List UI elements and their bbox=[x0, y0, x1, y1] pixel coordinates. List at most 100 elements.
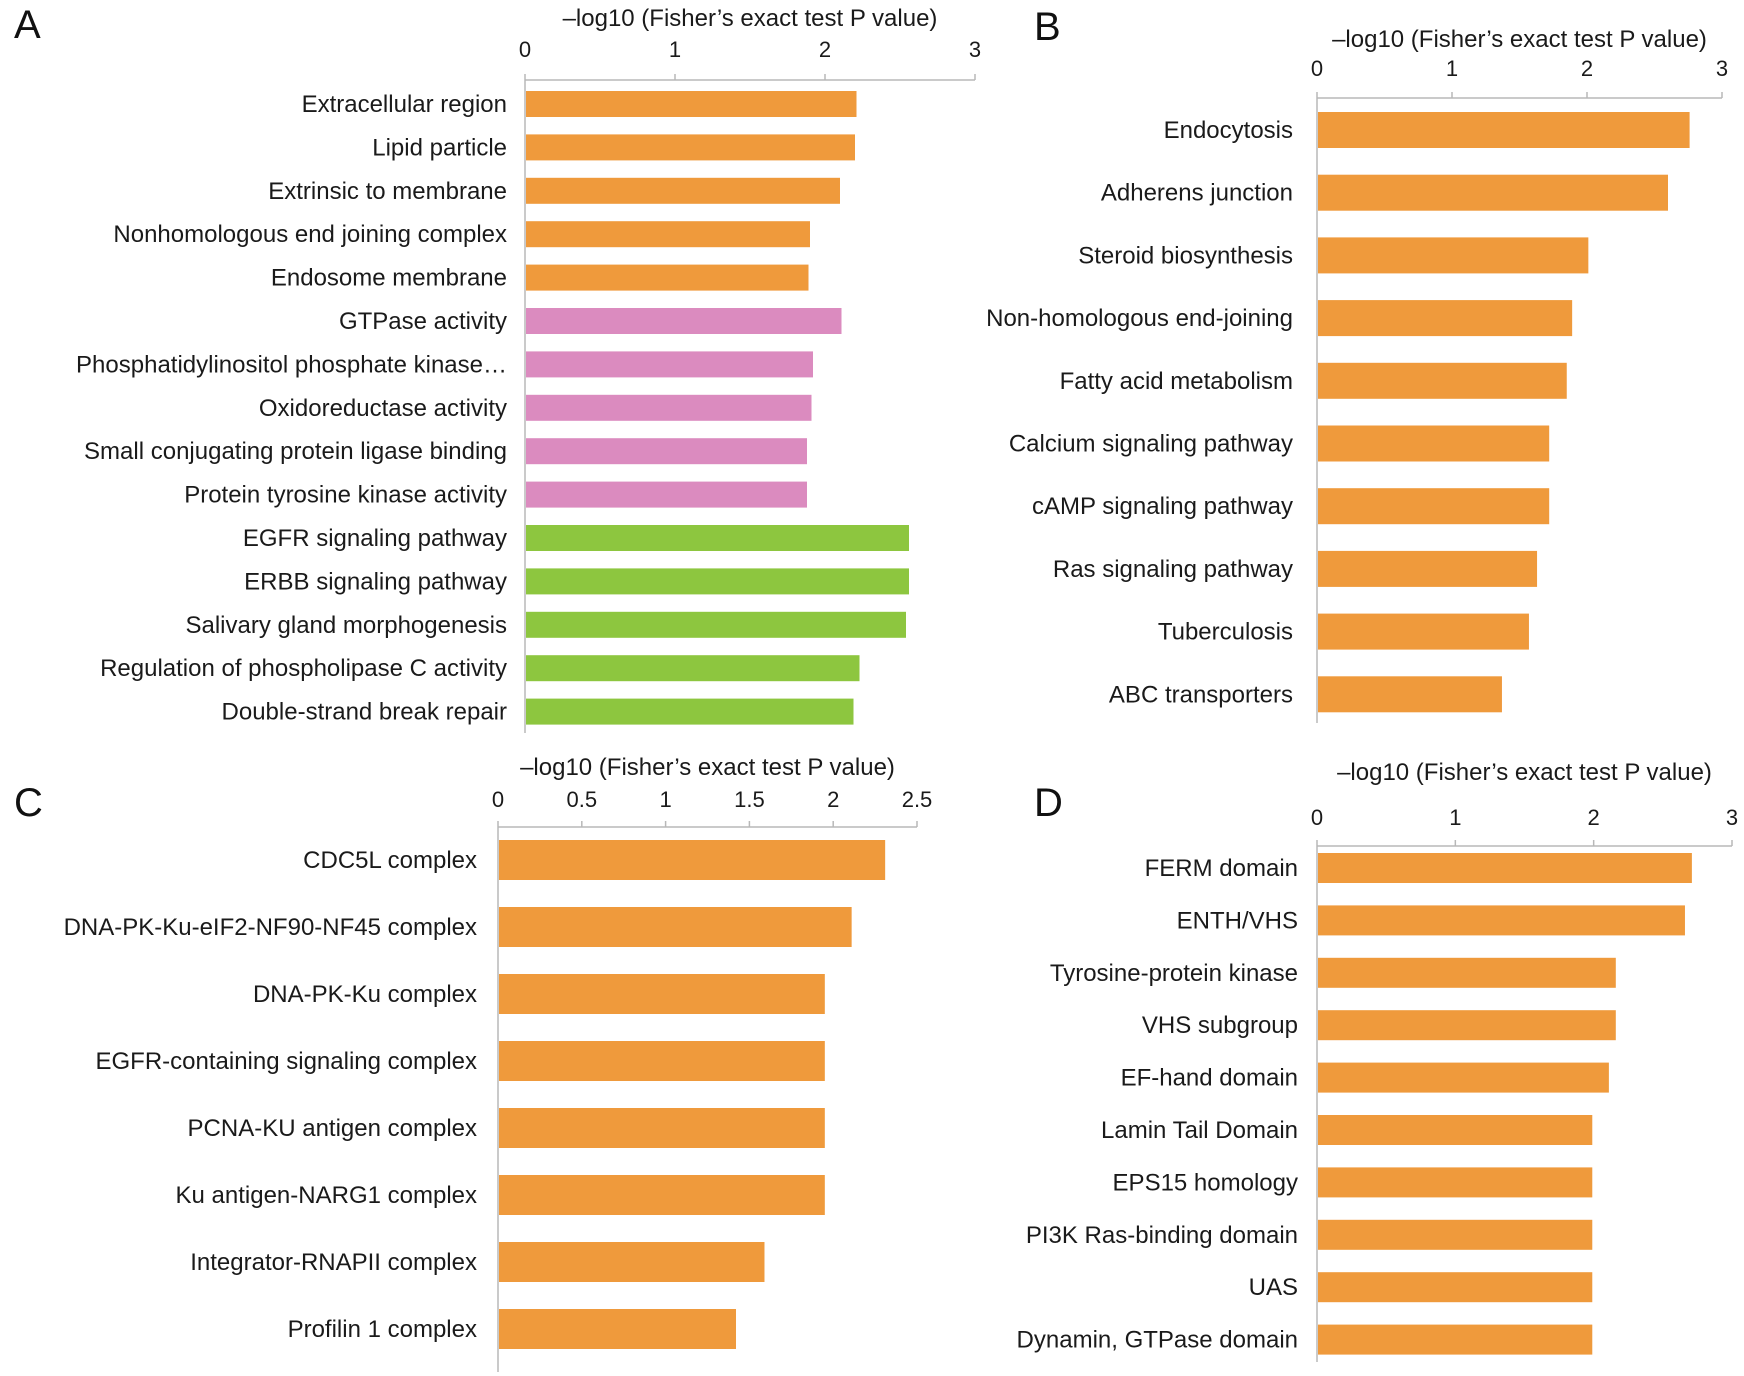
panel-b-letter: B bbox=[1034, 5, 1061, 49]
panel-b-bar bbox=[1318, 425, 1550, 462]
panel-b-bar bbox=[1318, 550, 1538, 587]
panel-b-x-tick-label: 1 bbox=[1446, 56, 1458, 81]
panel-d-bar bbox=[1318, 957, 1616, 988]
panel-b-category-label: Calcium signaling pathway bbox=[1009, 431, 1293, 458]
panel-a-category-label: Extracellular region bbox=[302, 91, 507, 118]
panel-c-category-label: Integrator-RNAPII complex bbox=[190, 1249, 477, 1276]
panel-a-bar bbox=[526, 481, 807, 508]
panel-b-category-label: Steroid biosynthesis bbox=[1078, 242, 1293, 269]
panel-a-bar bbox=[526, 525, 909, 551]
panel-a-x-tick-label: 1 bbox=[669, 37, 681, 62]
panel-b-bar bbox=[1318, 613, 1529, 650]
panel-b-x-tick-label: 0 bbox=[1311, 56, 1323, 81]
panel-b-bar bbox=[1318, 174, 1668, 211]
panel-a-category-label: Regulation of phospholipase C activity bbox=[100, 655, 507, 682]
panel-a-category-label: Protein tyrosine kinase activity bbox=[184, 482, 507, 509]
panel-d-bar bbox=[1318, 1219, 1593, 1250]
panel-a-x-axis-title: –log10 (Fisher’s exact test P value) bbox=[563, 5, 938, 32]
panel-d-category-label: VHS subgroup bbox=[1142, 1012, 1298, 1039]
panel-a-letter: A bbox=[14, 3, 41, 47]
panel-c-bar bbox=[499, 840, 886, 880]
panel-d-category-label: EF-hand domain bbox=[1121, 1065, 1298, 1092]
panel-d-x-axis-title: –log10 (Fisher’s exact test P value) bbox=[1337, 759, 1712, 786]
panel-b-bar bbox=[1318, 676, 1502, 713]
panel-b-bar bbox=[1318, 112, 1690, 148]
panel-a-bar bbox=[526, 611, 906, 638]
panel-d-category-label: Dynamin, GTPase domain bbox=[1017, 1327, 1298, 1354]
panel-d-category-label: Tyrosine-protein kinase bbox=[1050, 960, 1298, 987]
panel-d-bar bbox=[1318, 905, 1685, 936]
panel-b-x-axis-title: –log10 (Fisher’s exact test P value) bbox=[1332, 26, 1707, 53]
panel-b-category-label: Adherens junction bbox=[1101, 180, 1293, 207]
panel-c-x-tick-label: 2.5 bbox=[902, 787, 933, 812]
panel-a-bar bbox=[526, 177, 840, 204]
panel-a-bar bbox=[526, 568, 909, 595]
panel-c-x-tick-label: 1 bbox=[659, 787, 671, 812]
panel-d-category-label: PI3K Ras-binding domain bbox=[1026, 1222, 1298, 1249]
panel-d-x-tick-label: 0 bbox=[1311, 805, 1323, 830]
panel-a-x-tick-label: 3 bbox=[969, 37, 981, 62]
panel-c-category-label: EGFR-containing signaling complex bbox=[95, 1048, 477, 1075]
panel-c-bar bbox=[499, 1175, 825, 1215]
panel-c-x-axis-title: –log10 (Fisher’s exact test P value) bbox=[520, 754, 895, 781]
panel-a-chart: A –log10 (Fisher’s exact test P value) 0 1 2… bbox=[14, 3, 981, 733]
panel-c-bar bbox=[499, 1041, 825, 1081]
panel-a-bar bbox=[526, 394, 812, 421]
panel-d-bar bbox=[1318, 1010, 1616, 1041]
panel-c-x-tick-label: 0 bbox=[492, 787, 504, 812]
panel-a-bar bbox=[526, 91, 857, 117]
panel-a-category-label: Endosome membrane bbox=[271, 265, 507, 292]
panel-c-x-tick-label: 2 bbox=[827, 787, 839, 812]
panel-d-bar bbox=[1318, 1272, 1593, 1303]
panel-c-x-tick-label: 0.5 bbox=[567, 787, 598, 812]
panel-d-x-tick-label: 3 bbox=[1726, 805, 1738, 830]
panel-d-chart: D –log10 (Fisher’s exact test P value) 0 1 2… bbox=[1017, 759, 1738, 1362]
panel-c-bar bbox=[499, 1242, 765, 1282]
panel-a-category-label: Phosphatidylinositol phosphate kinase… bbox=[76, 351, 507, 378]
panel-d-category-label: UAS bbox=[1249, 1274, 1298, 1301]
panel-d-letter: D bbox=[1034, 781, 1063, 825]
panel-a-category-label: ERBB signaling pathway bbox=[244, 568, 507, 595]
panel-a-category-label: Salivary gland morphogenesis bbox=[185, 612, 507, 639]
panel-b-category-label: ABC transporters bbox=[1109, 681, 1293, 708]
panel-a-category-label: EGFR signaling pathway bbox=[243, 525, 507, 552]
panel-c-bar bbox=[499, 974, 825, 1014]
panel-a-bar bbox=[526, 655, 860, 682]
panel-d-bar bbox=[1318, 1062, 1609, 1093]
panel-d-bar bbox=[1318, 853, 1692, 883]
panel-a-x-tick-label: 0 bbox=[519, 37, 531, 62]
panel-a-x-tick-label: 2 bbox=[819, 37, 831, 62]
panel-a-category-label: Lipid particle bbox=[372, 134, 507, 161]
panel-c-category-label: CDC5L complex bbox=[303, 847, 477, 874]
panel-a-bar bbox=[526, 264, 809, 291]
panel-a-bar bbox=[526, 698, 854, 725]
panel-b-category-label: Ras signaling pathway bbox=[1053, 556, 1293, 583]
panel-c-x-tick-label: 1.5 bbox=[734, 787, 765, 812]
panel-a-bar bbox=[526, 438, 807, 465]
panel-c-category-label: DNA-PK-Ku complex bbox=[253, 981, 477, 1008]
panel-b-chart: B –log10 (Fisher’s exact test P value) 0 1 2… bbox=[986, 5, 1728, 723]
panel-a-category-label: Double-strand break repair bbox=[222, 699, 507, 726]
panel-c-bar bbox=[499, 1309, 736, 1349]
panel-a-bar bbox=[526, 221, 810, 248]
panel-c-letter: C bbox=[14, 781, 43, 825]
panel-a-bar bbox=[526, 351, 813, 378]
panel-b-x-tick-label: 3 bbox=[1716, 56, 1728, 81]
panel-d-category-label: EPS15 homology bbox=[1113, 1169, 1298, 1196]
panel-d-bar bbox=[1318, 1115, 1593, 1145]
panel-c-bar bbox=[499, 907, 852, 947]
panel-c-category-label: Profilin 1 complex bbox=[288, 1316, 477, 1343]
panel-c-category-label: Ku antigen-NARG1 complex bbox=[176, 1182, 477, 1209]
panel-b-bar bbox=[1318, 362, 1567, 399]
panel-d-bar bbox=[1318, 1167, 1593, 1198]
panel-a-category-label: Nonhomologous end joining complex bbox=[113, 221, 507, 248]
panel-a-bar bbox=[526, 308, 842, 334]
panel-a-category-label: Extrinsic to membrane bbox=[268, 178, 507, 205]
panel-b-x-tick-label: 2 bbox=[1581, 56, 1593, 81]
panel-d-category-label: ENTH/VHS bbox=[1177, 907, 1298, 934]
panel-d-x-tick-label: 2 bbox=[1588, 805, 1600, 830]
panel-b-category-label: Endocytosis bbox=[1164, 117, 1293, 144]
panel-d-category-label: Lamin Tail Domain bbox=[1101, 1117, 1298, 1144]
panel-d-category-label: FERM domain bbox=[1145, 855, 1298, 882]
